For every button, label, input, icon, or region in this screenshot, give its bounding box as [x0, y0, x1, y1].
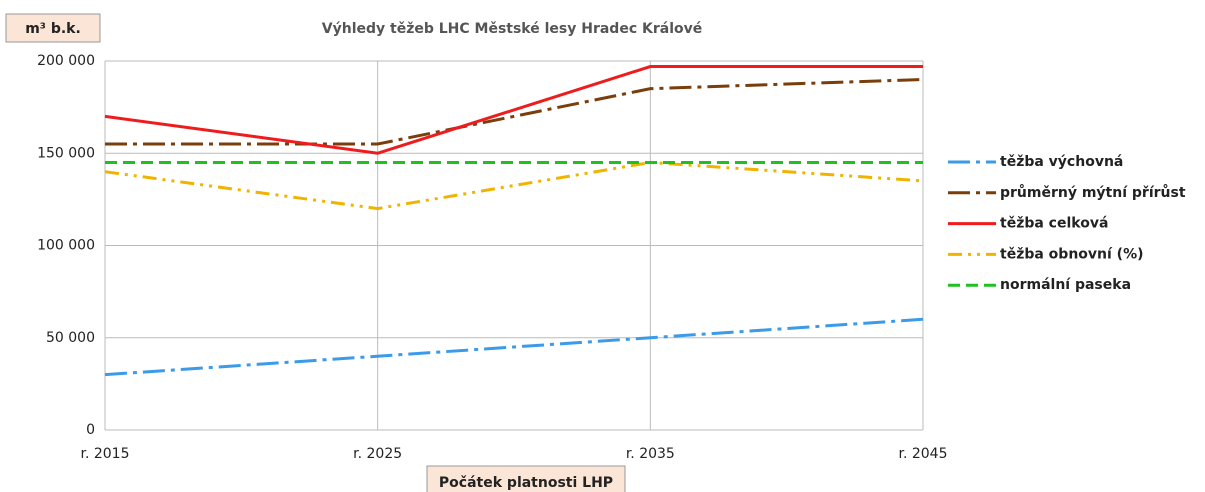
y-tick-label: 150 000 [37, 145, 95, 161]
y-tick-label: 0 [86, 422, 95, 438]
legend-label: těžba obnovní (%) [1000, 246, 1144, 262]
series-line [104, 160, 924, 211]
series-line [104, 317, 924, 377]
x-axis-label: Počátek platnosti LHP [439, 475, 613, 491]
series-line [105, 77, 924, 146]
x-label-box [426, 465, 626, 492]
x-tick-label: r. 2045 [899, 446, 948, 462]
x-tick-label: r. 2035 [626, 446, 675, 462]
y-tick-label: 100 000 [37, 238, 95, 254]
chart-title: Výhledy těžeb LHC Městské lesy Hradec Kr… [322, 21, 702, 37]
y-label-box [5, 13, 101, 43]
series-line [104, 65, 923, 155]
y-tick-label: 200 000 [37, 53, 95, 69]
x-tick-label: r. 2015 [81, 446, 130, 462]
legend-label: těžba výchovná [1000, 154, 1123, 170]
legend-label: normální paseka [1000, 277, 1131, 293]
y-axis-label: m³ b.k. [25, 21, 81, 37]
y-tick-label: 50 000 [46, 330, 95, 346]
legend-label: průměrný mýtní přírůst [1000, 184, 1186, 201]
legend-label: těžba celková [1000, 216, 1108, 232]
x-tick-label: r. 2025 [353, 446, 402, 462]
